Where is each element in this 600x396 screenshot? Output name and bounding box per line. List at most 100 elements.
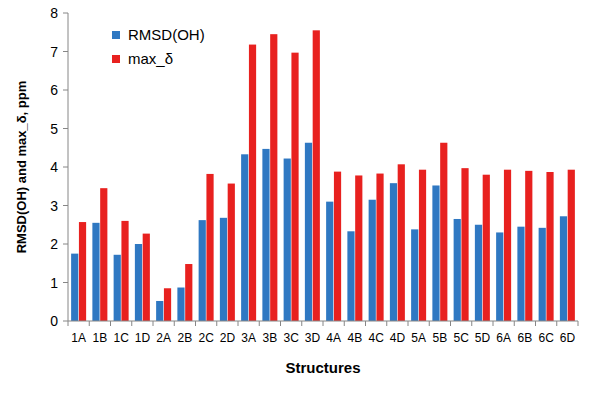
x-tick-label: 1D [135, 331, 151, 345]
bar [390, 183, 397, 321]
x-tick-label: 2C [198, 331, 214, 345]
x-tick-label: 5D [475, 331, 491, 345]
x-tick [450, 321, 451, 326]
bar [517, 227, 524, 321]
bar [220, 218, 227, 321]
bar [185, 264, 192, 321]
bar [270, 34, 277, 321]
bar [560, 216, 567, 321]
x-tick [514, 321, 515, 326]
y-tick [63, 205, 68, 206]
x-tick [280, 321, 281, 326]
x-tick [535, 321, 536, 326]
bar [114, 255, 121, 321]
x-tick-label: 1B [93, 331, 108, 345]
x-tick [216, 321, 217, 326]
x-tick [408, 321, 409, 326]
bar [355, 175, 362, 321]
bar [376, 174, 383, 321]
bar [334, 172, 341, 321]
x-tick-label: 4C [368, 331, 384, 345]
x-tick [301, 321, 302, 326]
x-tick-label: 6B [518, 331, 533, 345]
bar [79, 222, 86, 321]
x-tick-label: 3C [283, 331, 299, 345]
bar [199, 220, 206, 321]
bar [369, 200, 376, 321]
y-tick-label: 5 [50, 121, 58, 137]
y-tick [63, 282, 68, 283]
bar [143, 234, 150, 321]
y-tick [63, 321, 68, 322]
bar [135, 244, 142, 321]
bar [568, 170, 575, 321]
x-tick [578, 321, 579, 326]
bar [206, 174, 213, 321]
x-tick [68, 321, 69, 326]
x-tick-label: 6A [496, 331, 511, 345]
bar [539, 228, 546, 321]
x-tick [195, 321, 196, 326]
bar [262, 149, 269, 321]
x-tick-label: 4A [326, 331, 341, 345]
x-tick-label: 1A [71, 331, 86, 345]
bar [228, 184, 235, 321]
y-tick [63, 167, 68, 168]
x-tick [131, 321, 132, 326]
x-tick-label: 6C [538, 331, 554, 345]
y-tick-label: 4 [50, 159, 58, 175]
bar [313, 30, 320, 321]
y-tick-label: 0 [50, 313, 58, 329]
y-tick-label: 6 [50, 82, 58, 98]
bars [71, 30, 575, 321]
chart: 0123456781A1B1C1D2A2B2C2D3A3B3C3D4A4B4C4… [0, 0, 600, 396]
x-tick-label: 5C [453, 331, 469, 345]
y-tick-label: 7 [50, 44, 58, 60]
x-tick-label: 5B [433, 331, 448, 345]
x-tick [153, 321, 154, 326]
y-tick-label: 3 [50, 198, 58, 214]
x-tick [471, 321, 472, 326]
bar [475, 225, 482, 321]
bar [461, 168, 468, 321]
y-tick [63, 51, 68, 52]
bar [177, 288, 184, 321]
x-tick [556, 321, 557, 326]
x-tick [323, 321, 324, 326]
bar [305, 143, 312, 321]
y-tick [63, 244, 68, 245]
x-tick [89, 321, 90, 326]
bar [432, 185, 439, 321]
x-tick-label: 4D [390, 331, 406, 345]
bar [411, 229, 418, 321]
bar [284, 159, 291, 321]
legend-label: max_δ [128, 50, 173, 67]
x-tick-label: 2D [220, 331, 236, 345]
x-tick-label: 2B [178, 331, 193, 345]
bar [525, 171, 532, 321]
x-tick [386, 321, 387, 326]
x-tick [365, 321, 366, 326]
x-tick [344, 321, 345, 326]
bar [71, 254, 78, 321]
x-tick-label: 6D [560, 331, 576, 345]
bar [398, 164, 405, 321]
bar [546, 172, 553, 321]
bar [291, 53, 298, 321]
bar [92, 223, 99, 321]
legend-swatch [112, 55, 120, 63]
x-tick [110, 321, 111, 326]
y-axis-title: RMSD(OH) and max_δ, ppm [14, 81, 29, 254]
x-tick-label: 5A [411, 331, 426, 345]
bar [164, 288, 171, 321]
bar [504, 170, 511, 321]
legend-swatch [112, 31, 120, 39]
bar [241, 154, 248, 321]
y-tick-label: 8 [50, 5, 58, 21]
legend-label: RMSD(OH) [128, 26, 205, 43]
x-tick-label: 1C [113, 331, 129, 345]
x-tick [259, 321, 260, 326]
x-tick [429, 321, 430, 326]
x-tick-label: 3D [305, 331, 321, 345]
bar [100, 188, 107, 321]
